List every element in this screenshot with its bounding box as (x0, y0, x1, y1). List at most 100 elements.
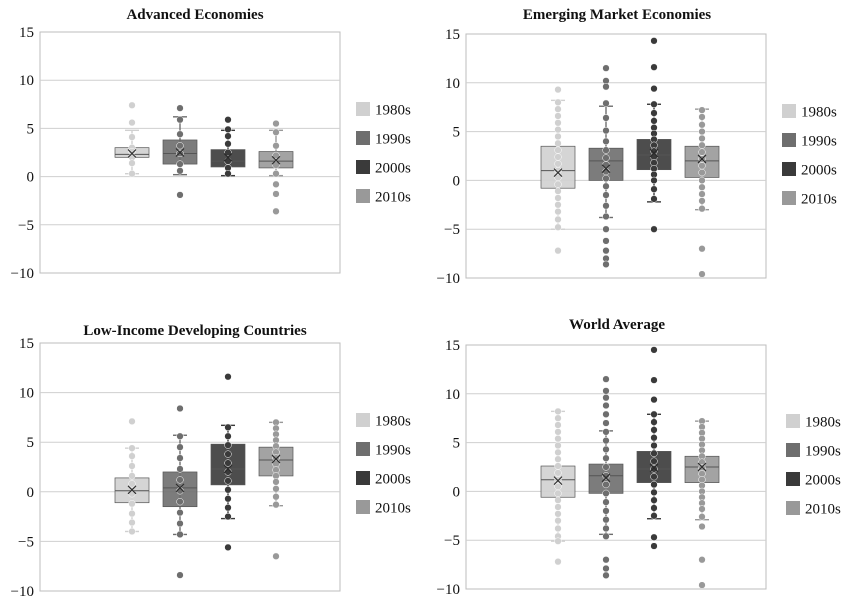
legend-label: 2000s (375, 472, 411, 488)
legend: 1980s 1990s 2000s 2010s (356, 102, 411, 206)
data-point (224, 441, 232, 449)
data-point (554, 503, 562, 511)
data-point (698, 148, 706, 156)
data-point (176, 476, 184, 484)
data-point (272, 170, 280, 178)
mean-marker (649, 148, 659, 158)
y-tick-label: 15 (445, 338, 460, 354)
y-tick-label: 0 (453, 173, 461, 189)
y-tick-label: 5 (27, 121, 35, 137)
data-point (602, 410, 610, 418)
data-point (128, 170, 136, 178)
chart-low-income-developing-countries: 15 10 5 0 −5 −10 Low-Income Developing Countri… (11, 323, 411, 597)
mean-marker (601, 164, 611, 174)
data-point (650, 418, 658, 426)
data-point (224, 504, 232, 512)
data-point (554, 194, 562, 202)
mean-marker (175, 483, 185, 493)
data-point (554, 448, 562, 457)
data-point (650, 434, 658, 442)
y-tick-label: 5 (453, 436, 461, 452)
legend-swatch (782, 133, 796, 147)
legend-swatch (786, 443, 800, 457)
data-point (650, 465, 658, 473)
data-point (698, 522, 706, 531)
data-point (272, 207, 280, 215)
series-2000s (210, 373, 246, 552)
data-point (128, 133, 136, 141)
data-point (176, 191, 184, 199)
y-tick-label: −10 (437, 582, 460, 597)
data-point (224, 423, 232, 431)
legend-swatch (356, 500, 370, 514)
data-point (554, 517, 562, 525)
series-1980s (540, 85, 576, 255)
data-point (554, 462, 562, 470)
data-point (650, 473, 658, 481)
data-point (650, 100, 658, 108)
plot-frame (465, 33, 767, 279)
data-point (650, 376, 658, 384)
legend-label: 1980s (375, 414, 411, 430)
data-point (650, 542, 658, 550)
data-point (650, 195, 658, 203)
data-point (650, 346, 658, 354)
data-point (176, 519, 184, 528)
y-tick-label: 10 (19, 386, 34, 402)
data-point (698, 176, 706, 185)
data-point (554, 476, 562, 484)
data-point (176, 130, 184, 138)
data-point (176, 432, 184, 440)
mean-marker (649, 463, 659, 473)
data-point (602, 387, 610, 395)
legend-swatch (356, 471, 370, 485)
data-point (224, 148, 232, 157)
legend: 1980s 1990s 2000s 2010s (782, 104, 837, 208)
data-point (224, 477, 232, 485)
data-point (602, 428, 610, 436)
mean-marker (271, 155, 281, 165)
mean-marker (127, 485, 137, 495)
data-point (128, 118, 136, 127)
y-tick-label: 15 (19, 25, 34, 41)
data-point (698, 168, 706, 177)
legend-swatch (356, 102, 370, 116)
data-point (602, 480, 610, 489)
data-point (554, 510, 562, 518)
data-point (602, 498, 610, 506)
legend: 1980s 1990s 2000s 2010s (786, 414, 841, 518)
data-point (650, 176, 658, 185)
data-point (698, 121, 706, 129)
data-point (650, 504, 658, 512)
plot-frame (39, 342, 341, 592)
legend-swatch (786, 414, 800, 428)
data-point (650, 37, 658, 45)
data-point (224, 512, 232, 521)
y-tick-label: 0 (453, 484, 461, 500)
y-tick-label: 5 (27, 435, 35, 451)
legend-label: 2010s (801, 192, 837, 208)
series-2000s (210, 116, 246, 178)
legend-swatch (356, 413, 370, 427)
y-tick-label: −5 (18, 218, 34, 234)
chart-title: Low-Income Developing Countries (83, 323, 306, 339)
data-point (176, 167, 184, 175)
data-point (224, 543, 232, 552)
data-point (128, 509, 136, 518)
y-tick-label: 15 (445, 27, 460, 43)
legend-swatch (782, 104, 796, 118)
data-point (698, 513, 706, 521)
legend-label: 1990s (375, 443, 411, 459)
data-point (698, 141, 706, 149)
data-point (554, 489, 562, 498)
data-point (650, 117, 658, 125)
data-point (128, 444, 136, 452)
data-point (698, 162, 706, 170)
data-point (224, 495, 232, 503)
data-point (272, 180, 280, 188)
data-point (224, 157, 232, 165)
data-point (602, 556, 610, 564)
data-point (698, 183, 706, 191)
legend-label: 2000s (375, 161, 411, 177)
legend-swatch (782, 162, 796, 176)
